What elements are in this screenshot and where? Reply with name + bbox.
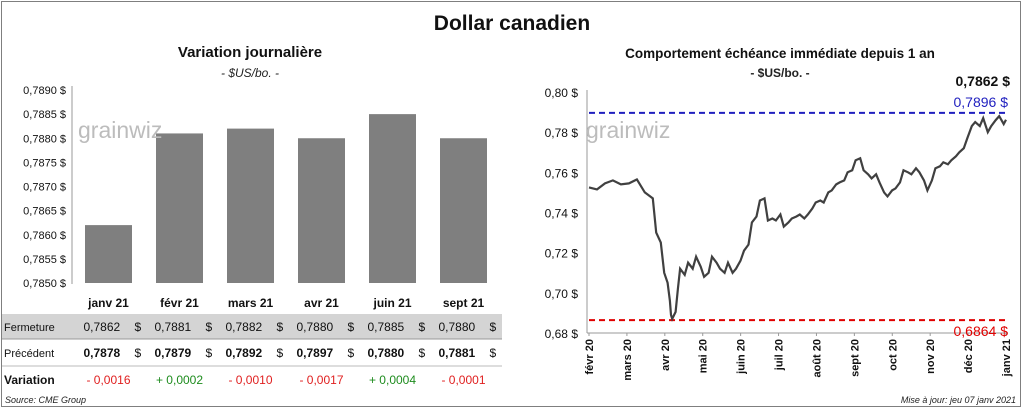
y-tick-label: 0,7850 $: [23, 278, 66, 290]
left-chart-subtitle: Variation journalière: [177, 44, 323, 61]
x-tick-label: févr 20: [584, 339, 596, 374]
bar: [227, 128, 274, 283]
x-tick-label: nov 20: [925, 339, 937, 374]
watermark-logo: grainwiz: [78, 117, 162, 143]
table-cell: - 0,0016: [86, 373, 130, 387]
table-cell: - 0,0010: [228, 373, 272, 387]
high-value-label: 0,7896 $: [954, 94, 1009, 110]
table-cell-unit: $: [419, 320, 426, 334]
y-tick-label: 0,68 $: [545, 327, 579, 341]
table-cell-unit: $: [348, 320, 355, 334]
right-chart-subtitle: Comportement échéance immédiate depuis 1…: [625, 46, 935, 61]
table-cell: + 0,0002: [156, 373, 203, 387]
table-cell: 0,7879: [155, 346, 192, 360]
table-cell: + 0,0004: [369, 373, 416, 387]
update-note: Mise à jour: jeu 07 janv 2021: [900, 395, 1016, 405]
bar: [440, 138, 487, 283]
right-chart-unit: - $US/bo. -: [750, 66, 810, 80]
table-header-band: [2, 314, 502, 339]
y-tick-label: 0,7860 $: [23, 230, 66, 242]
x-tick-label: mars 21: [228, 296, 274, 310]
y-tick-label: 0,7875 $: [23, 157, 66, 169]
table-row-label: Fermeture: [4, 322, 55, 334]
bar: [85, 225, 132, 283]
table-cell: 0,7881: [155, 320, 192, 334]
table-cell: 0,7881: [439, 346, 476, 360]
table-cell: 0,7885: [368, 320, 405, 334]
page-title: Dollar canadien: [433, 12, 591, 35]
table-cell: - 0,0001: [441, 373, 485, 387]
x-tick-label: juin 21: [372, 296, 411, 310]
table-cell: 0,7878: [84, 346, 121, 360]
x-tick-label: janv 21: [87, 296, 129, 310]
table-cell: 0,7862: [84, 320, 121, 334]
y-tick-label: 0,7855 $: [23, 254, 66, 266]
y-tick-label: 0,70 $: [545, 287, 579, 301]
low-value-label: 0,6864 $: [954, 323, 1009, 339]
table-cell: - 0,0017: [299, 373, 343, 387]
x-tick-label: avr 21: [304, 296, 339, 310]
x-tick-label: avr 20: [660, 339, 672, 371]
table-cell-unit: $: [206, 320, 213, 334]
table-cell: 0,7880: [368, 346, 405, 360]
x-tick-label: janv 21: [1001, 339, 1013, 377]
daily-variation-bar-chart: 0,7850 $ 0,7855 $ 0,7860 $ 0,7865 $ 0,7870 $…: [2, 85, 502, 387]
y-tick-label: 0,72 $: [545, 247, 579, 261]
x-tick-label: août 20: [811, 339, 823, 378]
y-tick-label: 0,7890 $: [23, 85, 66, 97]
table-cell-unit: $: [135, 346, 142, 360]
table-cell-unit: $: [277, 346, 284, 360]
y-tick-label: 0,80 $: [545, 86, 579, 100]
y-tick-label: 0,74 $: [545, 207, 579, 221]
table-row-label: Variation: [4, 373, 55, 387]
x-tick-label: mars 20: [622, 339, 634, 381]
x-tick-label: juin 20: [736, 339, 748, 375]
x-tick-label: sept 20: [849, 339, 861, 377]
bar: [298, 138, 345, 283]
x-tick-label: déc 20: [963, 339, 975, 373]
bar: [156, 133, 203, 283]
x-tick-label: sept 21: [443, 296, 485, 310]
table-cell-unit: $: [348, 346, 355, 360]
last-value-label: 0,7862 $: [956, 73, 1011, 89]
x-tick-label: févr 21: [160, 296, 199, 310]
table-cell: 0,7880: [297, 320, 334, 334]
left-chart-unit: - $US/bo. -: [220, 66, 280, 80]
price-series-line: [588, 114, 1007, 322]
y-tick-label: 0,7885 $: [23, 109, 66, 121]
x-tick-label: juil 20: [774, 339, 786, 371]
table-cell-unit: $: [277, 320, 284, 334]
y-tick-label: 0,7870 $: [23, 182, 66, 194]
table-cell: 0,7882: [226, 320, 263, 334]
y-tick-label: 0,7865 $: [23, 206, 66, 218]
table-cell-unit: $: [490, 320, 497, 334]
table-cell-unit: $: [135, 320, 142, 334]
table-cell-unit: $: [206, 346, 213, 360]
table-cell-unit: $: [419, 346, 426, 360]
one-year-line-chart: 0,68 $ 0,70 $ 0,72 $ 0,74 $ 0,76 $ 0,78 $ 0,80…: [545, 73, 1013, 381]
x-tick-label: oct 20: [887, 339, 899, 371]
x-tick-label: mai 20: [698, 339, 710, 373]
table-cell: 0,7892: [226, 346, 263, 360]
table-cell-unit: $: [490, 346, 497, 360]
bar: [369, 114, 416, 283]
watermark-logo: grainwiz: [586, 117, 670, 143]
source-note: Source: CME Group: [5, 395, 87, 405]
y-tick-label: 0,78 $: [545, 126, 579, 140]
table-cell: 0,7880: [439, 320, 476, 334]
table-cell: 0,7897: [297, 346, 334, 360]
table-row-label: Précédent: [4, 348, 54, 360]
y-tick-label: 0,76 $: [545, 166, 579, 180]
y-tick-label: 0,7880 $: [23, 133, 66, 145]
